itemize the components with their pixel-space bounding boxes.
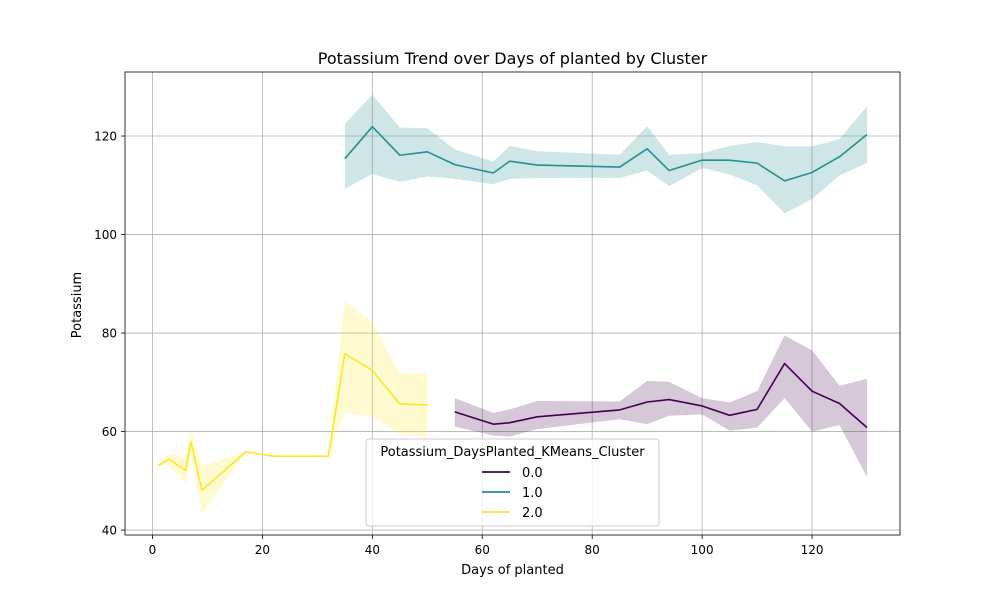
y-tick-label: 40 — [102, 524, 117, 538]
legend-label-2.0: 2.0 — [522, 506, 543, 521]
y-tick-label: 100 — [94, 228, 117, 242]
x-tick-label: 120 — [801, 543, 824, 557]
legend-title: Potassium_DaysPlanted_KMeans_Cluster — [380, 445, 645, 460]
y-axis-label: Potassium — [70, 272, 85, 338]
plot-frame — [124, 71, 901, 536]
y-tick-label: 120 — [94, 130, 117, 144]
x-tick-label: 0 — [149, 543, 157, 557]
series-line-1.0 — [344, 125, 868, 182]
legend: Potassium_DaysPlanted_KMeans_Cluster 0.0… — [365, 438, 660, 527]
x-axis-label: Days of planted — [461, 563, 564, 578]
series-line-2.0 — [157, 352, 428, 491]
x-tick-label: 80 — [585, 543, 600, 557]
confidence-band-2.0 — [157, 301, 428, 515]
confidence-band-1.0 — [344, 94, 868, 214]
grid-lines — [125, 72, 900, 535]
y-tick-label: 60 — [102, 425, 117, 439]
confidence-band-0.0 — [454, 335, 868, 477]
confidence-bands — [157, 94, 868, 515]
x-tick-label: 20 — [255, 543, 270, 557]
legend-label-1.0: 1.0 — [522, 486, 543, 501]
x-tick-label: 100 — [691, 543, 714, 557]
x-tick-label: 60 — [475, 543, 490, 557]
legend-box — [365, 438, 660, 527]
series-lines — [157, 125, 868, 491]
y-tick-label: 80 — [102, 327, 117, 341]
plot-area: 0 20 40 60 80 100 120 40 60 80 100 120 — [94, 71, 901, 557]
y-axis-ticks: 40 60 80 100 120 — [94, 130, 125, 538]
chart-title: Potassium Trend over Days of planted by … — [318, 49, 708, 68]
x-tick-label: 40 — [365, 543, 380, 557]
legend-label-0.0: 0.0 — [522, 466, 543, 481]
legend-items: 0.0 1.0 2.0 — [482, 466, 543, 521]
series-line-0.0 — [454, 362, 868, 429]
x-axis-ticks: 0 20 40 60 80 100 120 — [149, 535, 824, 557]
